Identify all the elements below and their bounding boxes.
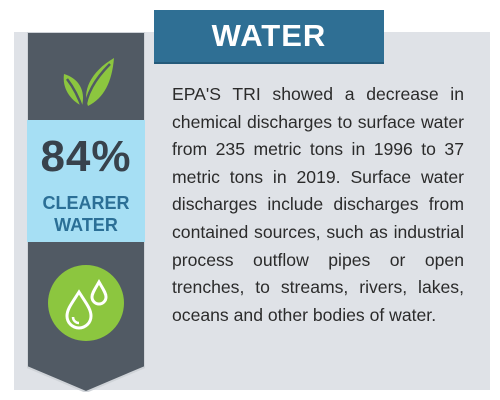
stat-label: CLEARER WATER [27,192,145,236]
stat-value: 84% [40,132,132,181]
water-drops-icon [48,265,124,341]
page-title: WATER [211,18,327,53]
description-text: EPA'S TRI showed a decrease in chemical … [172,84,464,325]
stat-label-line1: CLEARER [42,193,130,213]
title-bar: WATER [154,10,384,64]
leaf-icon [63,58,114,111]
stat-box: 84% CLEARER WATER [27,120,145,242]
stat-label-line2: WATER [54,215,118,235]
